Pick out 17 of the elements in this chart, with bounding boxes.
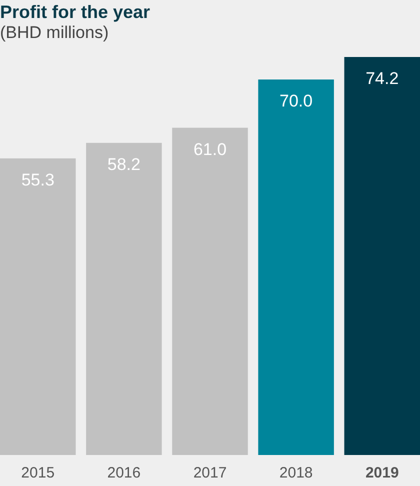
x-tick-label: 2015: [21, 464, 55, 482]
bar: [172, 128, 248, 455]
x-tick-label: 2017: [193, 464, 227, 482]
x-tick-label: 2018: [279, 464, 313, 482]
bar: [0, 158, 76, 455]
x-tick-label: 2016: [107, 464, 141, 482]
bar: [344, 57, 420, 455]
data-label: 58.2: [107, 154, 140, 174]
data-label: 55.3: [21, 170, 54, 190]
data-label: 70.0: [280, 92, 313, 111]
chart-title: Profit for the year: [0, 2, 150, 22]
chart-subtitle: (BHD millions): [0, 23, 109, 42]
bar: [258, 80, 334, 455]
x-tick-label: 2019: [365, 464, 399, 482]
bar: [86, 142, 162, 455]
data-label: 74.2: [366, 69, 399, 88]
data-label: 61.0: [193, 140, 227, 159]
